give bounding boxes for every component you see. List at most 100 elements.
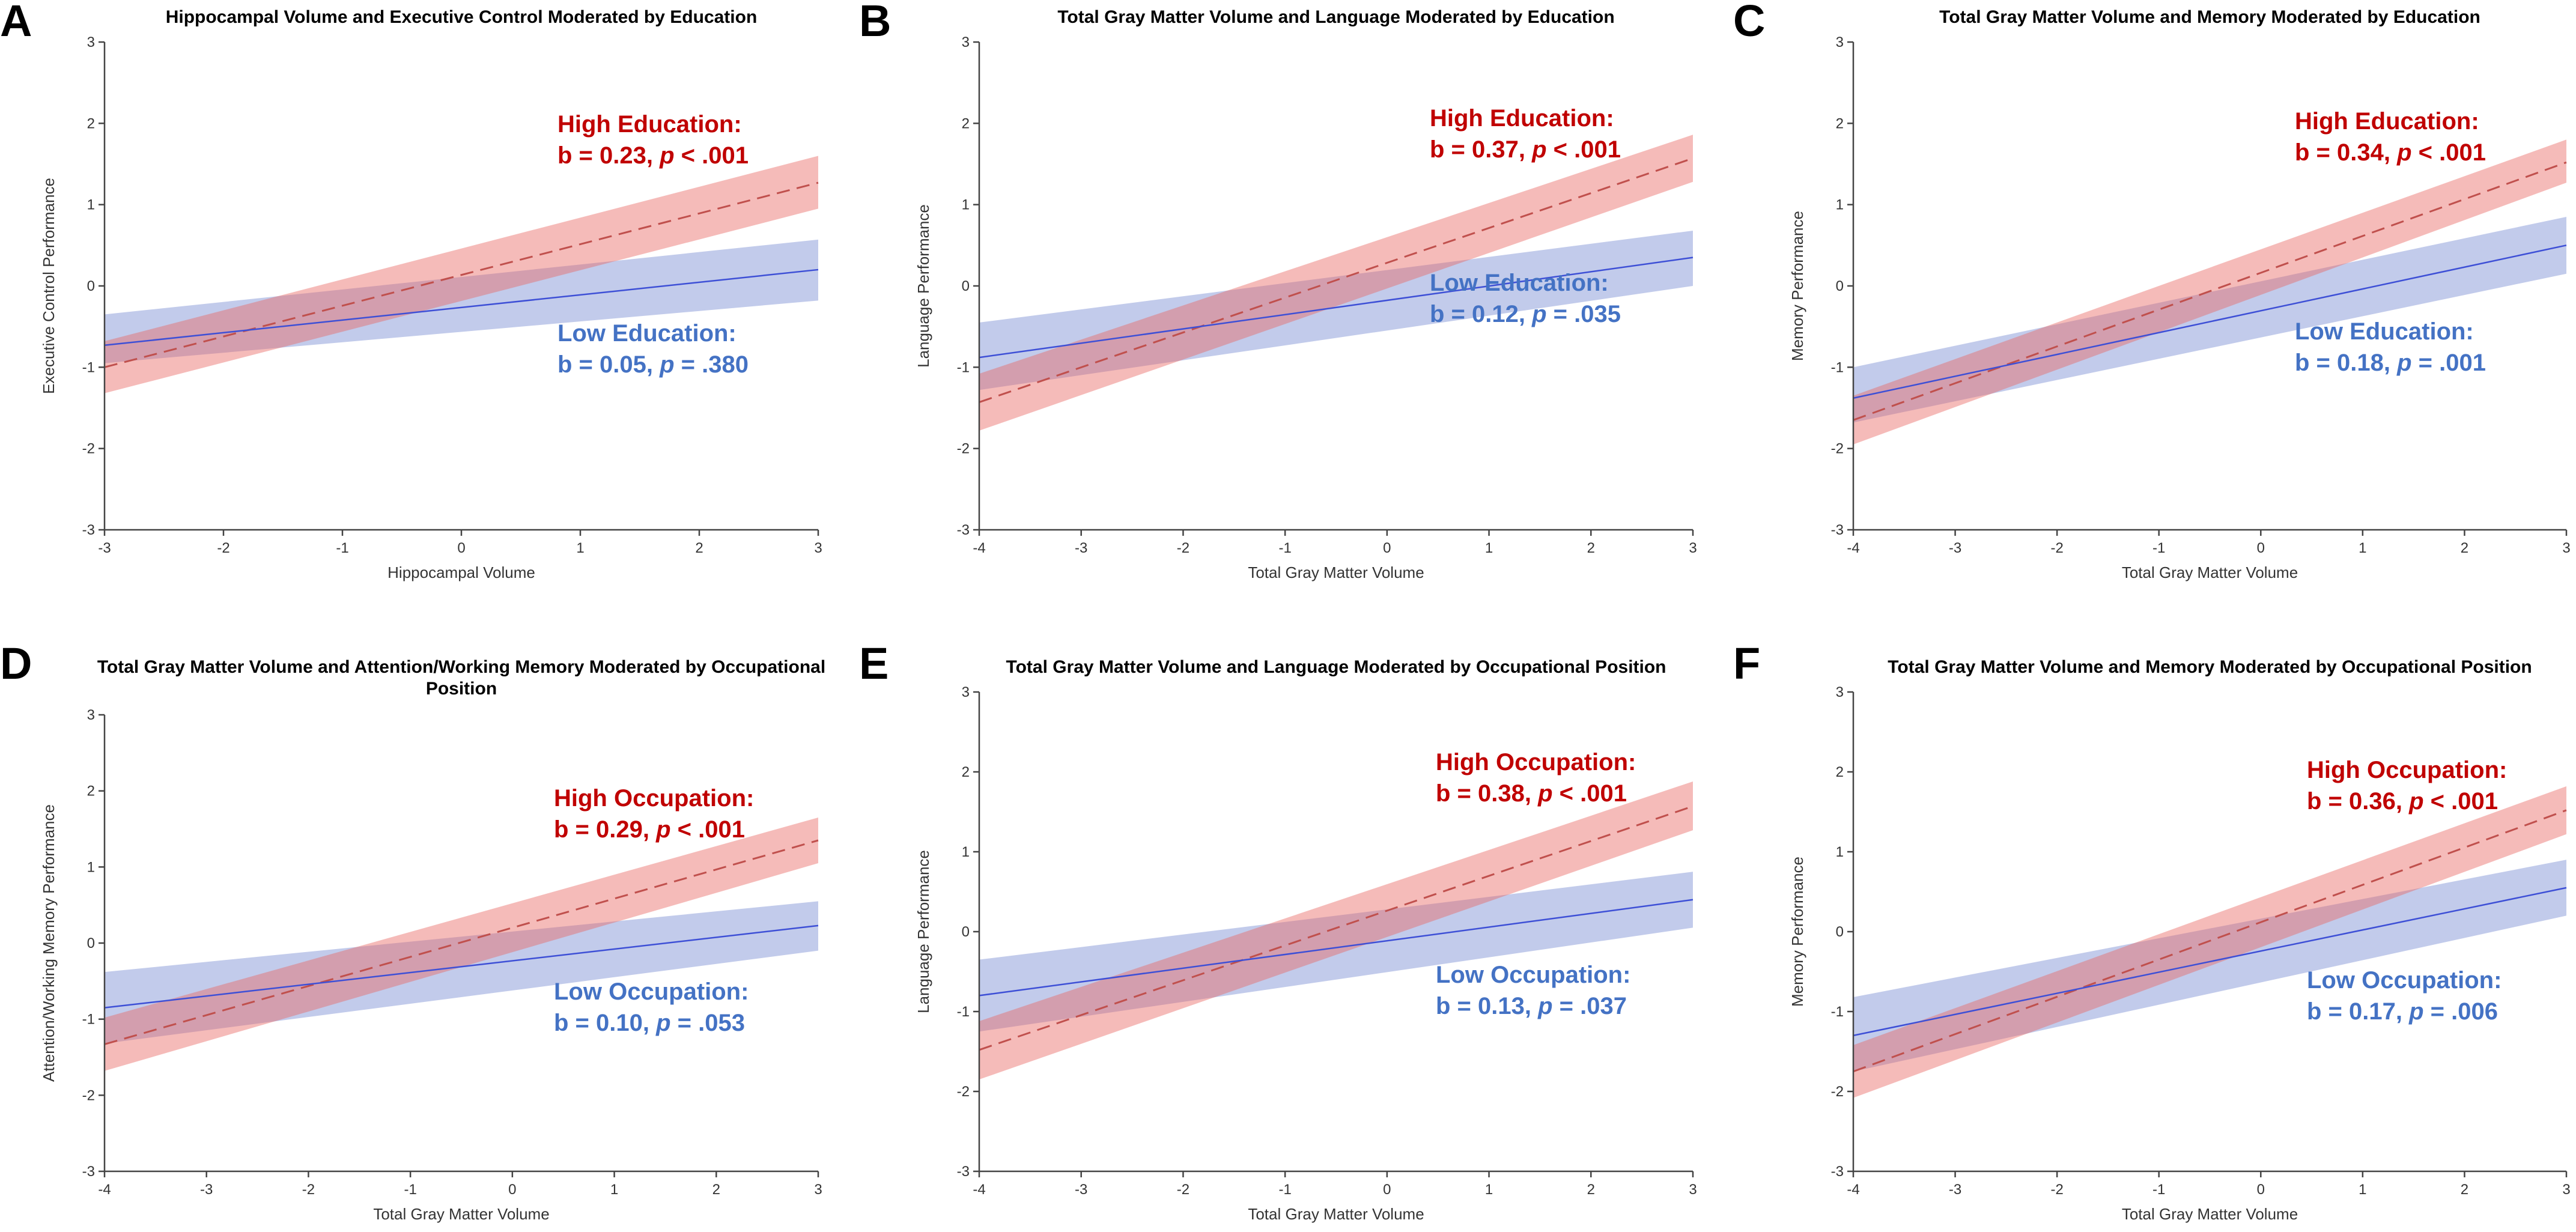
y-tick-label: -2 [1831,1084,1844,1100]
y-tick-label: 2 [962,764,970,780]
y-tick-label: 1 [87,197,95,213]
y-tick-label: 0 [87,935,95,951]
annotation-high-pvalue: < .001 [2412,139,2486,166]
x-tick-label: -1 [1278,540,1291,556]
y-tick-label: -1 [82,359,95,375]
y-tick-label: -3 [957,1164,970,1180]
annotation-high-stats: b = 0.36, p < .001 [2307,788,2498,815]
x-tick-label: -3 [1949,540,1961,556]
annotation-high-label: High Education: [1430,105,1614,132]
annotation-low-b: b = 0.05, [557,351,660,378]
y-tick-label: 2 [87,783,95,800]
y-tick-label: 0 [1836,278,1844,294]
x-tick-label: -3 [1075,540,1087,556]
x-tick-label: 1 [2359,1182,2366,1198]
annotation-high-label: High Education: [557,111,742,138]
regression-line-high [104,839,819,1045]
x-tick-label: -4 [1847,1182,1859,1198]
y-tick-label: -1 [82,1012,95,1028]
x-tick-label: 0 [457,540,465,556]
regression-line-low [104,269,819,347]
y-tick-label: -3 [1831,1164,1844,1180]
chart-panel-d: D Total Gray Matter Volume and Attention/… [0,639,825,1223]
x-tick-label: -2 [2050,1182,2063,1198]
annotation-low-p: p [1537,993,1552,1019]
y-tick-label: 1 [1836,844,1844,860]
annotation-high-b: b = 0.29, [554,816,656,843]
y-tick-label: 2 [87,115,95,132]
annotation-low-stats: b = 0.17, p = .006 [2307,998,2498,1025]
annotation-low-p: p [2408,998,2423,1025]
x-tick-label: 2 [695,540,703,556]
annotation-low-pvalue: = .001 [2412,350,2486,376]
chart-panel-c: C Total Gray Matter Volume and Memory Mod… [1733,0,2571,581]
panel-label: E [859,639,889,688]
annotation-high-label: High Education: [2295,108,2479,135]
annotation-high-stats: b = 0.34, p < .001 [2295,139,2486,166]
annotation-high-stats: b = 0.23, p < .001 [557,142,749,169]
x-tick-label: -2 [302,1182,315,1198]
annotation-high-stats: b = 0.38, p < .001 [1436,780,1627,807]
x-tick-label: 3 [2562,540,2570,556]
x-tick-label: 1 [1485,540,1493,556]
x-tick-label: -3 [1949,1182,1961,1198]
annotation-high-p: p [2408,788,2423,815]
annotation-high-b: b = 0.36, [2307,788,2409,815]
regression-line-high [979,157,1694,403]
x-tick-label: 3 [2562,1182,2570,1198]
y-tick-label: 3 [962,34,970,50]
x-tick-label: 0 [1383,540,1391,556]
x-tick-label: -1 [1278,1182,1291,1198]
x-tick-label: 2 [2461,1182,2468,1198]
annotation-low-label: Low Education: [2295,318,2474,345]
confidence-band-low [979,872,1693,1032]
confidence-band-low [105,901,818,1044]
chart-title: Position [426,679,497,699]
panel-label: A [0,0,32,46]
y-tick-label: -3 [82,1164,95,1180]
x-tick-label: -2 [1177,540,1189,556]
y-tick-label: -1 [1831,359,1844,375]
annotation-low-stats: b = 0.12, p = .035 [1430,301,1621,327]
annotation-high-pvalue: < .001 [1553,780,1627,807]
confidence-band-high [1853,786,2566,1098]
annotation-low-label: Low Education: [557,320,737,347]
x-tick-label: -1 [2152,540,2165,556]
x-axis-label: Total Gray Matter Volume [1248,563,1424,581]
x-tick-label: 2 [712,1182,720,1198]
x-tick-label: 3 [1689,540,1697,556]
y-axis-label: Language Performance [914,204,932,368]
annotation-high-b: b = 0.38, [1436,780,1538,807]
x-axis-label: Hippocampal Volume [387,563,535,581]
y-tick-label: 1 [87,859,95,875]
y-tick-label: 1 [962,844,970,860]
y-tick-label: 2 [1836,115,1844,132]
regression-line-high [1853,161,2567,421]
y-tick-label: -2 [1831,441,1844,457]
y-tick-label: 3 [87,34,95,50]
chart-panel-a: A Hippocampal Volume and Executive Contro… [0,0,822,581]
x-tick-label: 0 [508,1182,516,1198]
y-tick-label: -2 [82,441,95,457]
y-tick-label: 3 [962,684,970,700]
regression-line-low [104,924,819,1009]
x-tick-label: -4 [973,1182,985,1198]
annotation-high-label: High Occupation: [2307,757,2507,783]
annotation-high-p: p [659,142,674,169]
x-tick-label: -2 [217,540,229,556]
y-tick-label: 3 [87,707,95,723]
x-tick-label: 3 [814,1182,822,1198]
annotation-low-pvalue: = .037 [1553,993,1627,1019]
y-tick-label: -1 [957,1004,970,1020]
y-tick-label: -2 [957,1084,970,1100]
annotation-low-stats: b = 0.05, p = .380 [557,351,749,378]
x-tick-label: -4 [98,1182,111,1198]
x-tick-label: -3 [200,1182,213,1198]
annotation-low-label: Low Occupation: [2307,967,2502,994]
annotation-high-b: b = 0.34, [2295,139,2397,166]
y-tick-label: -1 [1831,1004,1844,1020]
confidence-band-low [1853,216,2566,423]
annotation-low-b: b = 0.13, [1436,993,1538,1019]
y-tick-label: 2 [962,115,970,132]
